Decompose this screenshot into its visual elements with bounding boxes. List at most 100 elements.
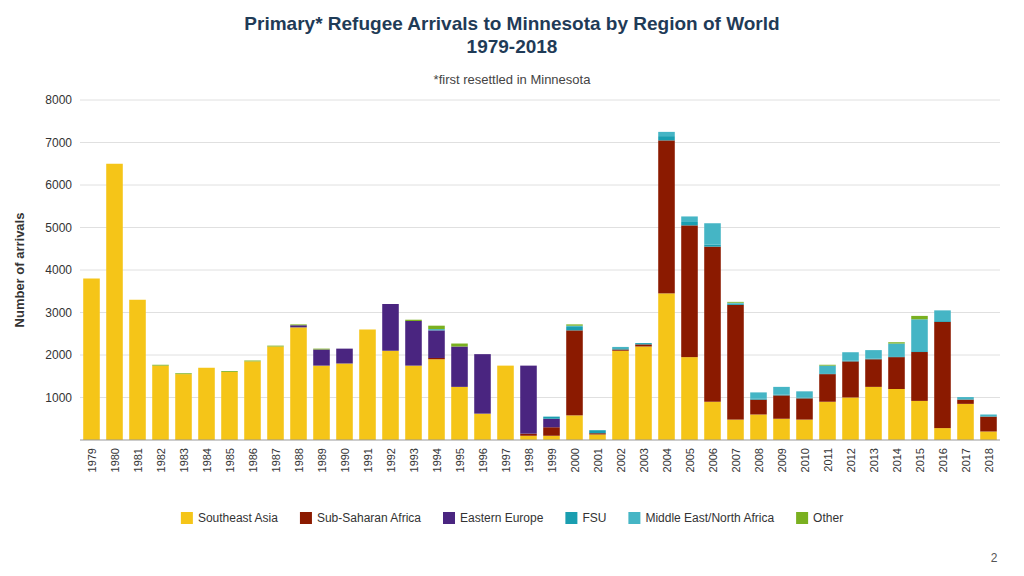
x-tick-label: 1999 (546, 448, 558, 472)
bar-segment (290, 324, 307, 326)
bar-segment (152, 366, 169, 440)
y-tick-label: 4000 (45, 263, 72, 277)
bar-segment (980, 414, 997, 415)
bar-segment (704, 247, 721, 402)
bar-segment (497, 365, 514, 366)
bar-segment (911, 352, 928, 401)
bar-segment (612, 349, 629, 350)
bar-segment (796, 391, 813, 392)
bar-segment (612, 346, 629, 347)
x-tick-label: 1983 (178, 448, 190, 472)
legend-swatch (796, 512, 808, 524)
bar-segment (750, 392, 767, 398)
bar-segment (290, 327, 307, 440)
bar-segment (129, 300, 146, 440)
bar-segment (451, 347, 468, 387)
bar-segment (520, 434, 537, 436)
x-tick-label: 2017 (960, 448, 972, 472)
bar-segment (221, 371, 238, 373)
bar-segment (451, 387, 468, 440)
bar-segment (244, 361, 261, 362)
bar-segment (842, 361, 859, 397)
x-tick-label: 1996 (477, 448, 489, 472)
bar-segment (175, 374, 192, 375)
bar-segment (313, 349, 330, 350)
bar-segment (405, 321, 422, 366)
bar-segment (980, 432, 997, 441)
bar-segment (888, 344, 905, 357)
bar-segment (474, 354, 491, 355)
bar-segment (359, 330, 376, 441)
bar-segment (658, 140, 675, 293)
grid-line (80, 185, 1000, 186)
bar-segment (267, 347, 284, 441)
bar-segment (198, 367, 215, 368)
bar-segment (681, 225, 698, 357)
bar-segment (520, 365, 537, 366)
bar-segment (497, 366, 514, 440)
grid-line (80, 100, 1000, 101)
bar-segment (382, 304, 399, 351)
x-tick-label: 1990 (339, 448, 351, 472)
bar-segment (819, 402, 836, 440)
bar-segment (727, 304, 744, 305)
bar-segment (796, 391, 813, 397)
bar-segment (704, 245, 721, 247)
bar-segment (773, 386, 790, 387)
bar-segment (566, 324, 583, 325)
bar-segment (727, 420, 744, 440)
bar-segment (428, 326, 445, 329)
bar-segment (865, 359, 882, 387)
x-tick-label: 2009 (776, 448, 788, 472)
background (0, 0, 1024, 576)
bar-segment (911, 316, 928, 319)
bar-segment (934, 321, 951, 322)
bar-segment (152, 365, 169, 366)
legend-item: Middle East/North Africa (628, 511, 774, 525)
bar-segment (359, 329, 376, 330)
x-tick-label: 2000 (569, 448, 581, 472)
x-tick-label: 1982 (155, 448, 167, 472)
bar-segment (83, 278, 100, 279)
bar-segment (612, 351, 629, 440)
bar-segment (819, 374, 836, 375)
bar-segment (244, 360, 261, 362)
bar-segment (566, 415, 583, 440)
subtitle: *first resettled in Minnesota (434, 72, 592, 87)
bar-segment (980, 417, 997, 432)
bar-segment (221, 372, 238, 373)
bar-segment (750, 400, 767, 415)
bar-segment (221, 372, 238, 373)
bar-segment (612, 349, 629, 350)
legend-item: Sub-Saharan Africa (300, 511, 421, 525)
bar-segment (106, 163, 123, 164)
bar-segment (83, 278, 100, 279)
bar-segment (934, 428, 951, 440)
bar-segment (842, 361, 859, 362)
bar-segment (681, 216, 698, 217)
bar-segment (106, 163, 123, 164)
bar-segment (267, 346, 284, 347)
bar-segment (474, 354, 491, 355)
bar-segment (796, 398, 813, 399)
series (428, 132, 997, 416)
x-tick-label: 2011 (822, 448, 834, 472)
bar-segment (635, 343, 652, 344)
bar-segment (658, 131, 675, 132)
bar-segment (106, 163, 123, 164)
bar-segment (727, 305, 744, 420)
bar-segment (543, 427, 560, 436)
bar-segment (152, 365, 169, 366)
bar-segment (152, 365, 169, 366)
legend-item: Eastern Europe (443, 511, 544, 525)
bar-segment (382, 304, 399, 305)
bar-segment (589, 430, 606, 431)
bar-segment (83, 279, 100, 441)
bar-segment (589, 433, 606, 434)
bar-segment (244, 361, 261, 362)
x-tick-label: 1987 (270, 448, 282, 472)
x-tick-label: 1991 (362, 448, 374, 472)
bar-segment (888, 342, 905, 343)
x-tick-label: 2008 (753, 448, 765, 472)
bar-segment (727, 302, 744, 304)
